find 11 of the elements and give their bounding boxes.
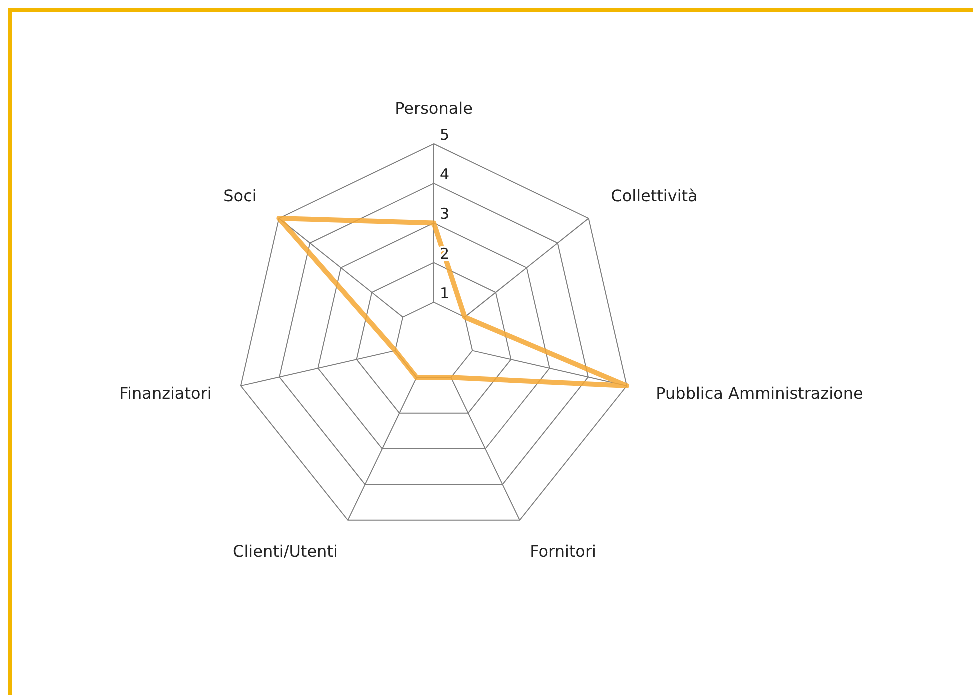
spoke-label: Fornitori [530,542,596,561]
spoke-label: Collettività [611,186,698,206]
spoke-label: Pubblica Amministrazione [656,384,864,403]
spoke-label: Soci [224,186,257,206]
spoke-label: Clienti/Utenti [233,542,338,561]
y-tick-label: 3 [440,205,450,224]
y-tick-label: 4 [440,166,450,184]
y-tick-label: 5 [440,126,450,144]
spoke-label: Personale [395,99,473,118]
y-tick-label: 1 [440,284,450,302]
spoke-label: Finanziatori [120,384,212,403]
